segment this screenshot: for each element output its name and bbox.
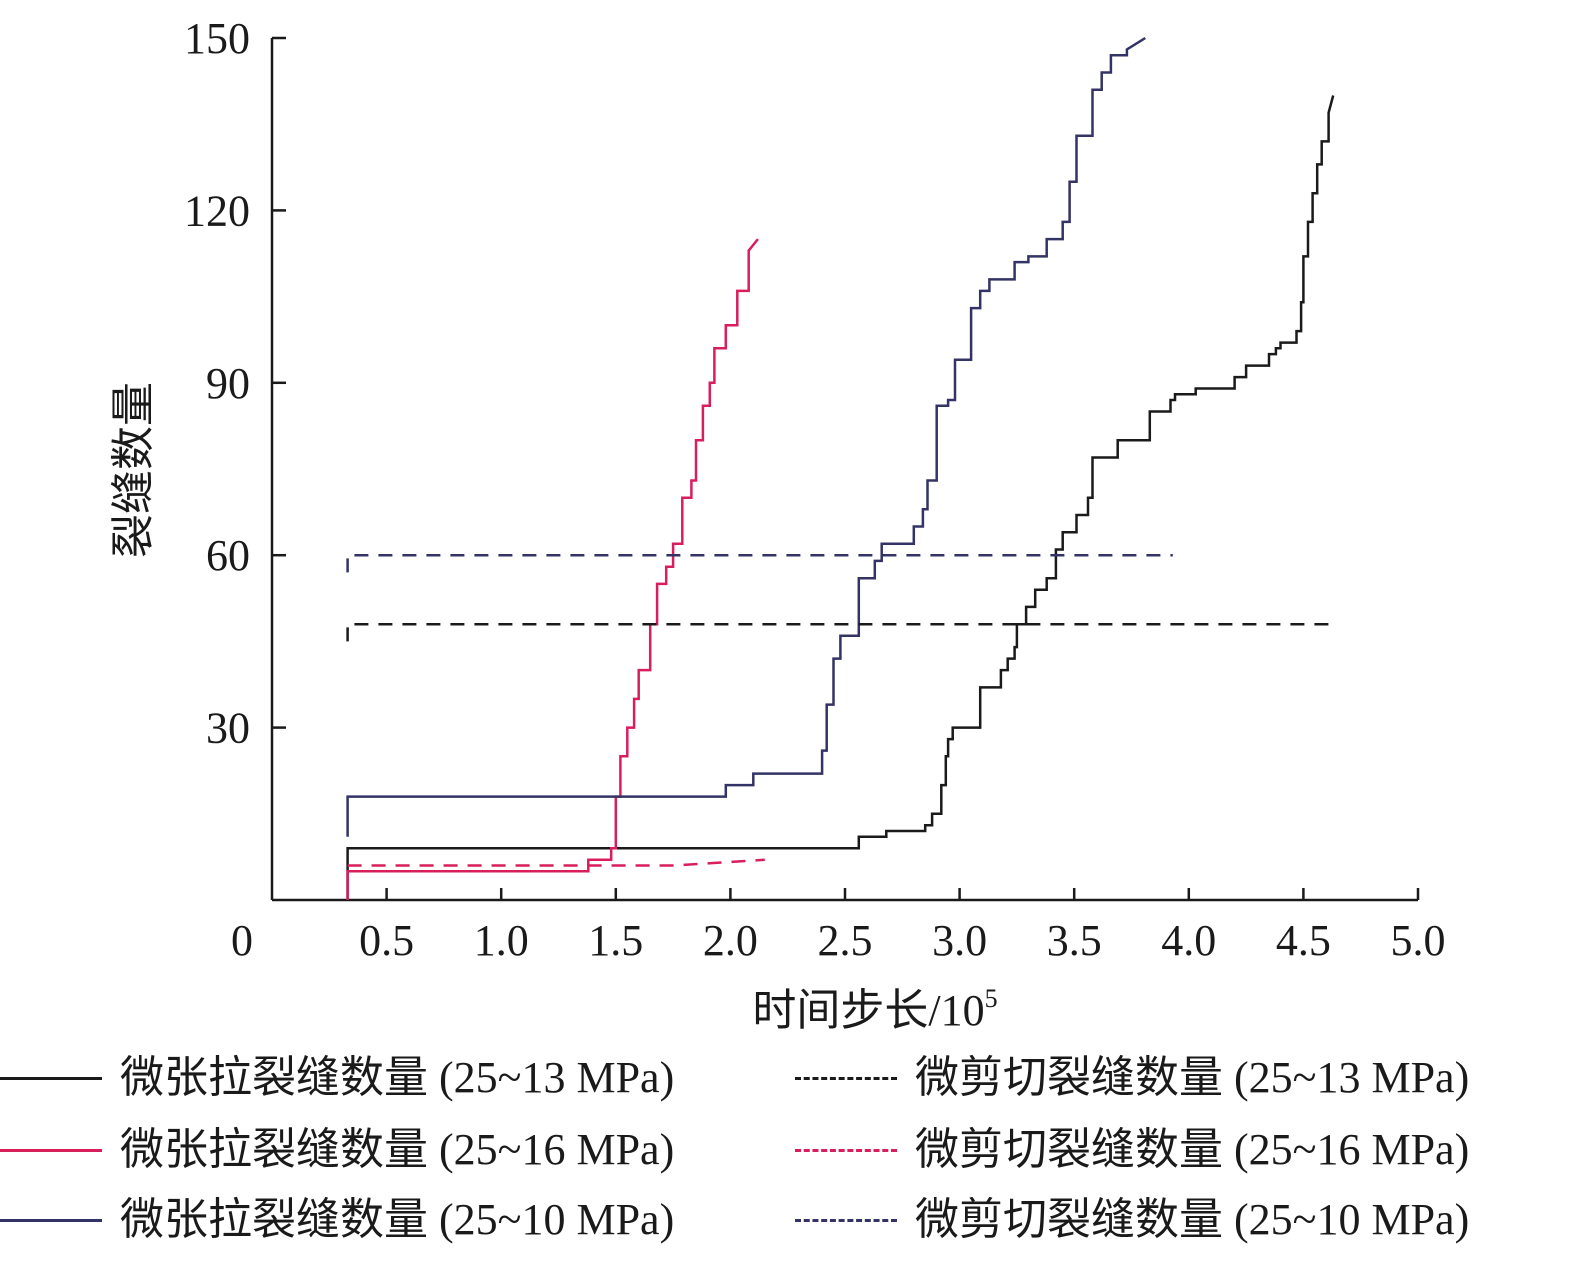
series-line-3: [346, 36, 1146, 837]
y-tick-label: 90: [206, 359, 250, 408]
y-axis-title: 裂缝数量: [109, 382, 158, 558]
series-line-2: [346, 238, 759, 900]
x-tick-label: 4.5: [1276, 916, 1331, 965]
y-tick-label: 30: [206, 704, 250, 753]
legend-swatch: [795, 1148, 897, 1152]
x-tick-label: 0: [231, 916, 253, 965]
y-tick-label: 120: [184, 186, 250, 235]
x-tick-label: 2.5: [818, 916, 873, 965]
series-line-6: [346, 553, 1173, 573]
legend-item: 微张拉裂缝数量 (25~13 MPa): [0, 1048, 674, 1108]
x-axis-title-superscript: 5: [985, 984, 998, 1013]
series-line-4: [346, 622, 1331, 642]
axes: [270, 36, 1420, 902]
series-line-1: [346, 95, 1335, 900]
x-tick-label: 3.5: [1047, 916, 1102, 965]
legend-swatch: [795, 1218, 897, 1222]
x-tick-label: 1.0: [474, 916, 529, 965]
legend-label: 微张拉裂缝数量 (25~16 MPa): [120, 1125, 675, 1174]
x-axis-title-text: 时间步长/10: [752, 986, 984, 1035]
x-tick-label: 4.0: [1161, 916, 1216, 965]
y-tick-label: 150: [184, 14, 250, 63]
tick-labels: 0 0.5 1.0 1.5 2.0 2.5 3.0 3.5 4.0 4.5 5.0 30 60 90 120…: [184, 14, 1446, 965]
legend-label: 微张拉裂缝数量 (25~13 MPa): [120, 1053, 675, 1102]
legend-item: 微张拉裂缝数量 (25~16 MPa): [0, 1120, 674, 1180]
legend-swatch: [795, 1076, 897, 1080]
x-axis-title: 时间步长/105: [752, 984, 997, 1035]
series-line-5: [347, 858, 765, 867]
x-tick-label: 3.0: [932, 916, 987, 965]
legend-item: 微剪切裂缝数量 (25~16 MPa): [795, 1120, 1469, 1180]
chart: 0 0.5 1.0 1.5 2.0 2.5 3.0 3.5 4.0 4.5 5.0 30 60 90 120…: [109, 14, 1446, 1035]
legend-item: 微剪切裂缝数量 (25~10 MPa): [795, 1190, 1469, 1250]
legend-item: 微剪切裂缝数量 (25~13 MPa): [795, 1048, 1469, 1108]
legend-label: 微剪切裂缝数量 (25~16 MPa): [915, 1125, 1470, 1174]
y-tick-label: 60: [206, 531, 250, 580]
legend-item: 微张拉裂缝数量 (25~10 MPa): [0, 1190, 674, 1250]
legend-swatch: [0, 1076, 102, 1080]
x-tick-label: 1.5: [588, 916, 643, 965]
series-layer: [346, 36, 1335, 900]
legend-label: 微剪切裂缝数量 (25~13 MPa): [915, 1053, 1470, 1102]
x-tick-label: 0.5: [359, 916, 414, 965]
legend-label: 微剪切裂缝数量 (25~10 MPa): [915, 1195, 1470, 1244]
legend-swatch: [0, 1218, 102, 1222]
x-tick-label: 5.0: [1391, 916, 1446, 965]
x-tick-label: 2.0: [703, 916, 758, 965]
legend-swatch: [0, 1148, 102, 1152]
legend-label: 微张拉裂缝数量 (25~10 MPa): [120, 1195, 675, 1244]
